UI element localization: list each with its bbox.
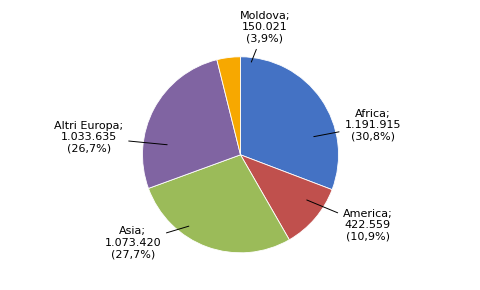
Wedge shape <box>240 57 338 190</box>
Wedge shape <box>148 155 288 253</box>
Text: Moldova;
150.021
(3,9%): Moldova; 150.021 (3,9%) <box>239 11 289 62</box>
Text: Altri Europa;
1.033.635
(26,7%): Altri Europa; 1.033.635 (26,7%) <box>54 121 167 154</box>
Wedge shape <box>240 155 331 240</box>
Wedge shape <box>216 57 240 155</box>
Wedge shape <box>142 60 240 188</box>
Text: America;
422.559
(10,9%): America; 422.559 (10,9%) <box>306 200 392 242</box>
Text: Africa;
1.191.915
(30,8%): Africa; 1.191.915 (30,8%) <box>313 109 400 142</box>
Text: Asia;
1.073.420
(27,7%): Asia; 1.073.420 (27,7%) <box>104 226 189 260</box>
